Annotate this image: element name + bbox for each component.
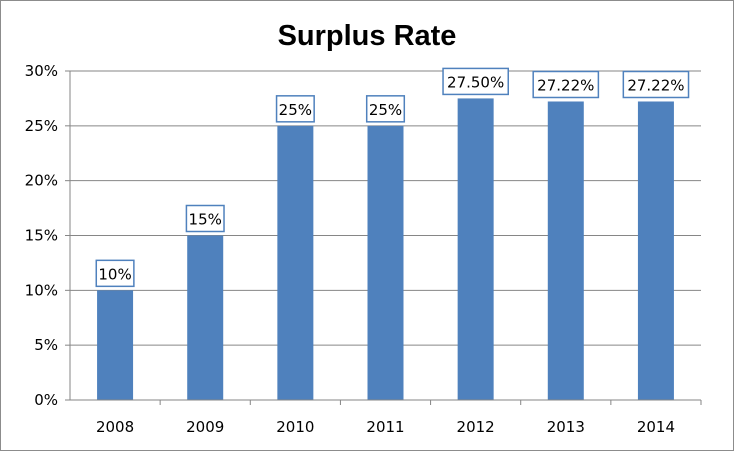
bar-2012: [457, 98, 494, 401]
data-label-text: 27.22%: [627, 76, 684, 94]
x-tick-label: 2009: [186, 418, 224, 436]
axes: [65, 70, 702, 405]
x-tick-label: 2013: [547, 418, 585, 436]
y-tick-label: 0%: [34, 391, 58, 409]
data-label-2011: 25%: [365, 95, 406, 123]
bar-2011: [367, 125, 404, 400]
data-label-box: [95, 259, 135, 288]
data-label-text: 25%: [369, 101, 402, 119]
data-label-box: [442, 67, 509, 96]
y-axis-tick-labels: 0% 5% 10% 15% 20% 25% 30%: [25, 62, 58, 409]
data-label-box: [532, 70, 600, 99]
bar-2008: [97, 290, 134, 400]
y-tick-label: 5%: [34, 336, 58, 354]
data-label-box: [275, 95, 315, 123]
data-label-2014: 27.22%: [622, 70, 690, 99]
data-label-box: [622, 70, 690, 99]
bar-2013: [547, 101, 584, 400]
data-label-text: 15%: [189, 211, 222, 229]
y-tick-label: 25%: [25, 117, 58, 135]
data-label-text: 27.22%: [537, 76, 594, 94]
bars: [97, 98, 674, 401]
x-tick-label: 2011: [366, 418, 404, 436]
x-axis-tick-labels: 2008 2009 2010 2011 2012 2013 2014: [96, 418, 675, 436]
data-label-box: [185, 204, 225, 233]
y-tick-label: 15%: [25, 227, 58, 245]
bar-2014: [637, 101, 674, 400]
y-tick-label: 30%: [25, 62, 58, 80]
data-label-2013: 27.22%: [532, 70, 600, 99]
y-tick-label: 10%: [25, 281, 58, 299]
data-label-box: [365, 95, 406, 123]
bar-2010: [277, 125, 314, 400]
data-labels: 10% 15% 25% 25% 27.50% 27.22% 27.22%: [95, 67, 690, 288]
x-tick-label: 2008: [96, 418, 134, 436]
bar-2009: [187, 235, 224, 400]
data-label-text: 25%: [279, 101, 312, 119]
x-tick-label: 2014: [637, 418, 675, 436]
chart-title: Surplus Rate: [278, 20, 457, 52]
x-tick-label: 2010: [276, 418, 314, 436]
data-label-2012: 27.50%: [442, 67, 509, 96]
data-label-text: 10%: [98, 265, 131, 283]
data-label-2010: 25%: [275, 95, 315, 123]
data-label-text: 27.50%: [447, 73, 504, 91]
data-label-2008: 10%: [95, 259, 135, 288]
y-tick-label: 20%: [25, 172, 58, 190]
data-label-2009: 15%: [185, 204, 225, 233]
x-tick-label: 2012: [457, 418, 495, 436]
